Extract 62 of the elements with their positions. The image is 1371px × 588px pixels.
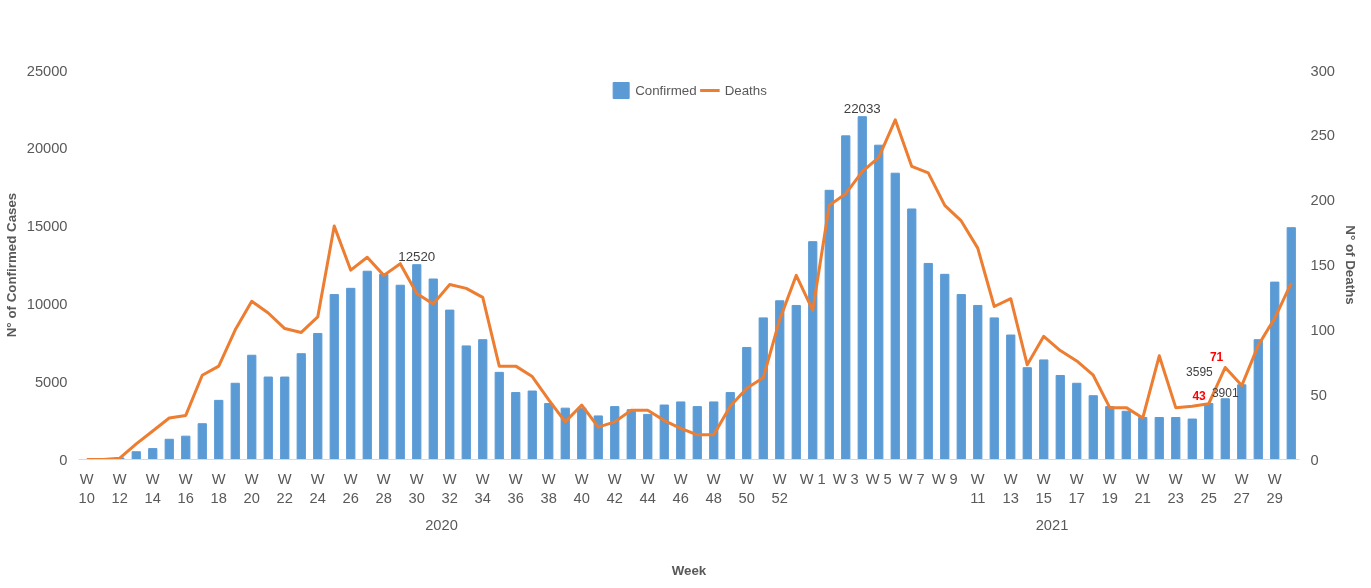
- x-tick-label: W 38: [540, 470, 557, 506]
- y2-tick-label: 100: [1310, 321, 1335, 338]
- x-tick-label: W 25: [1200, 470, 1217, 506]
- x-tick-label: W 26: [342, 470, 359, 506]
- x-tick-label: W 20: [243, 470, 260, 506]
- x-tick-label: W 9: [931, 470, 958, 487]
- y-tick-label: 25000: [26, 62, 68, 79]
- y-tick-label: 20000: [26, 140, 68, 157]
- x-tick-label: W 29: [1266, 470, 1283, 506]
- y-axis-title: N° of Confirmed Cases: [3, 192, 19, 338]
- data-label: 22033: [843, 100, 881, 116]
- x-tick-label: W 16: [177, 470, 194, 506]
- y-tick-label: 15000: [26, 218, 68, 235]
- y-tick-label: 10000: [26, 295, 68, 312]
- y2-tick-label: 300: [1310, 62, 1335, 79]
- x-tick-label: W 48: [705, 470, 722, 506]
- x-tick-label: W 52: [771, 470, 788, 506]
- x-tick-label: W 21: [1134, 470, 1151, 506]
- x-tick-label: W 14: [144, 470, 161, 506]
- x-tick-label: W 42: [606, 470, 623, 506]
- x-tick-label: W 15: [1035, 470, 1052, 506]
- y2-axis-title: N° of Deaths: [1342, 225, 1358, 305]
- x-axis-title: Week: [671, 562, 707, 578]
- x-tick-label: W 11: [970, 470, 986, 506]
- x-tick-label: W 19: [1101, 470, 1118, 506]
- x-tick-label: W 18: [210, 470, 227, 506]
- text: 2021: [1035, 516, 1069, 533]
- x-tick-label: W 7: [898, 470, 925, 487]
- x-tick-label: W 50: [738, 470, 755, 506]
- x-tick-label: W 32: [441, 470, 458, 506]
- data-label: 71: [1209, 350, 1224, 365]
- x-tick-label: W 46: [672, 470, 689, 506]
- x-tick-label: W 28: [375, 470, 392, 506]
- x-tick-label: W 30: [408, 470, 425, 506]
- x-tick-label: W 23: [1167, 470, 1184, 506]
- y-tick-label: 5000: [34, 373, 68, 390]
- legend-label: Deaths: [724, 82, 767, 98]
- x-tick-label: W 22: [276, 470, 293, 506]
- y2-tick-label: 250: [1310, 127, 1335, 144]
- x-tick-label: W 40: [573, 470, 590, 506]
- y2-tick-label: 200: [1310, 192, 1335, 209]
- x-tick-label: W 34: [474, 470, 491, 506]
- x-tick-label: W 3: [832, 470, 859, 487]
- y2-tick-label: 50: [1310, 386, 1327, 403]
- x-tick-label: W 5: [865, 470, 892, 487]
- y2-tick-label: 0: [1310, 451, 1319, 468]
- y2-tick-label: 150: [1310, 257, 1335, 273]
- x-tick-label: W 12: [111, 470, 128, 506]
- x-tick-label: W 27: [1233, 470, 1250, 506]
- x-tick-label: W 36: [507, 470, 524, 506]
- x-tick-label: W 10: [78, 470, 95, 506]
- x-tick-label: W 44: [639, 470, 656, 506]
- x-tick-label: W 24: [309, 470, 326, 506]
- data-label: 3595: [1186, 364, 1214, 379]
- x-tick-label: W 1: [799, 470, 826, 487]
- data-label: 43: [1192, 388, 1207, 403]
- data-label: 12520: [398, 248, 436, 264]
- x-tick-label: W 13: [1002, 470, 1019, 506]
- y-tick-label: 0: [59, 451, 68, 468]
- text: 2020: [425, 516, 458, 533]
- x-tick-label: W 17: [1068, 470, 1085, 506]
- legend-label: Confirmed: [635, 82, 697, 98]
